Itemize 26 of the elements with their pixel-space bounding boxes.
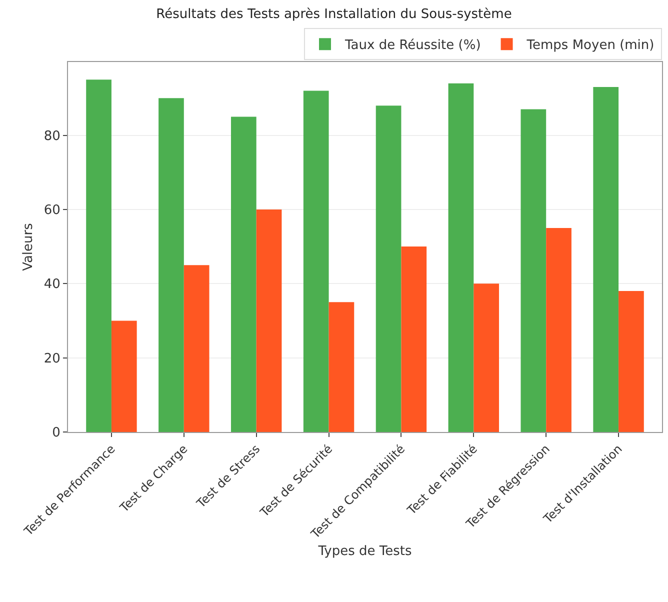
bar xyxy=(230,116,256,432)
bar xyxy=(520,109,546,432)
bar xyxy=(546,228,572,432)
bar xyxy=(86,80,112,432)
bar xyxy=(184,265,210,432)
bar xyxy=(303,90,329,432)
bar xyxy=(593,87,619,432)
x-axis-title: Types de Tests xyxy=(317,544,412,559)
y-tick-label: 40 xyxy=(44,277,60,292)
bar xyxy=(474,284,500,432)
y-axis-title: Valeurs xyxy=(21,222,36,271)
y-tick-label: 80 xyxy=(44,128,60,144)
legend-label: Temps Moyen (min) xyxy=(526,38,654,54)
bar xyxy=(256,209,282,432)
y-tick-label: 20 xyxy=(44,351,60,366)
bar xyxy=(111,320,137,432)
chart-title: Résultats des Tests après Installation du Sous-système xyxy=(156,7,512,22)
bar xyxy=(328,302,354,432)
bar xyxy=(376,106,402,432)
bar xyxy=(158,98,184,432)
legend-label: Taux de Réussite (%) xyxy=(344,38,481,54)
y-tick-label: 60 xyxy=(44,202,60,218)
y-tick-label: 0 xyxy=(52,426,60,441)
bar xyxy=(401,246,427,432)
bar xyxy=(618,291,644,432)
bar xyxy=(448,83,474,432)
